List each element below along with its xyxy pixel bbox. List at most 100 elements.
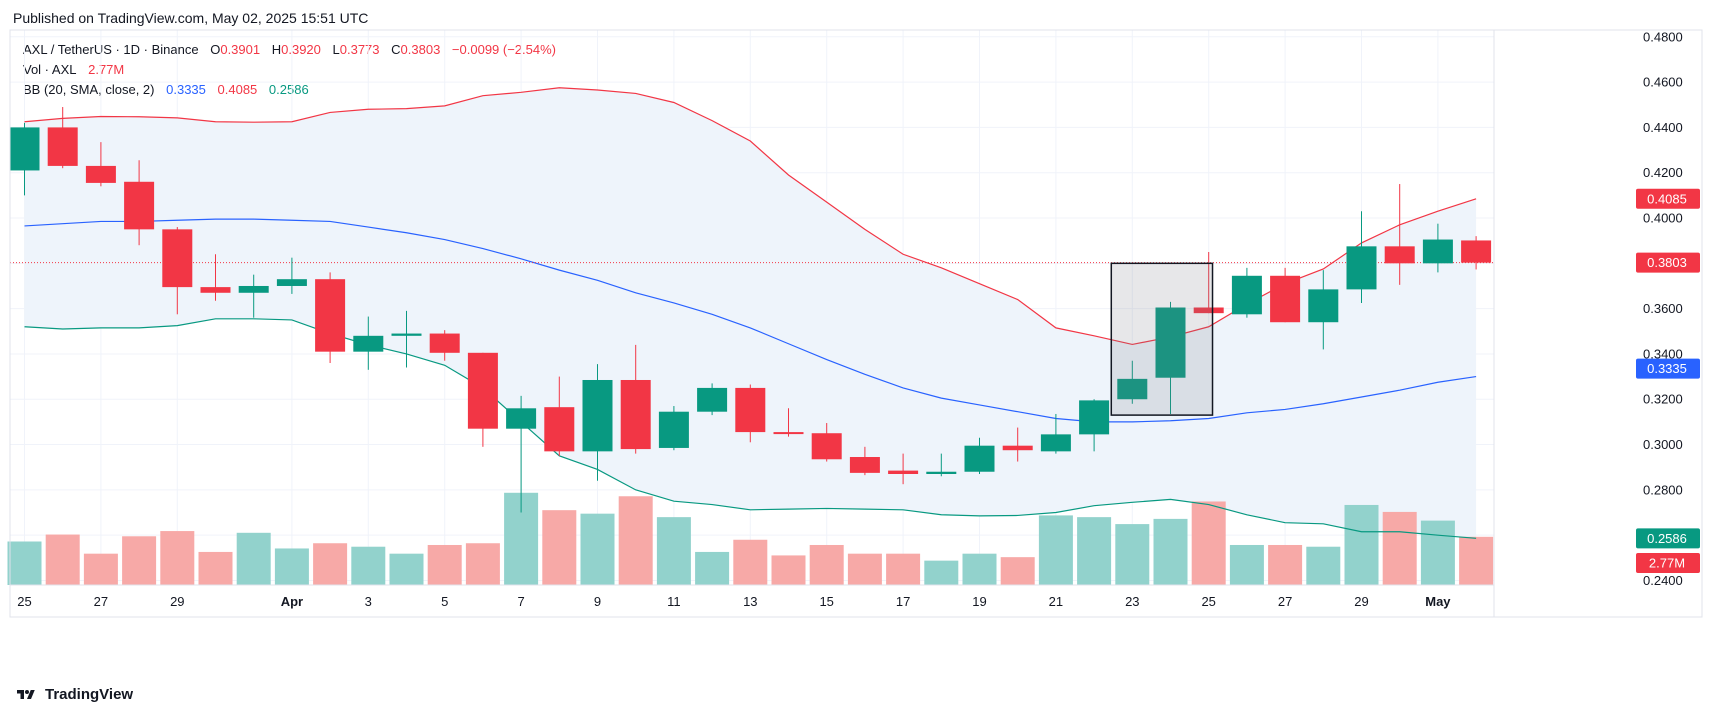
y-tick-label: 0.3200 <box>1643 392 1683 407</box>
volume-bar <box>1038 515 1073 585</box>
y-tick-label: 0.2400 <box>1643 573 1683 588</box>
candle-body <box>1308 289 1339 323</box>
tradingview-brand[interactable]: TradingView <box>13 686 133 703</box>
candle-body <box>391 333 422 336</box>
y-tick-label: 0.3000 <box>1643 437 1683 452</box>
volume-bar <box>1344 504 1379 585</box>
candle <box>162 227 193 315</box>
candle <box>353 316 384 370</box>
legend-volume-label[interactable]: Vol · AXL <box>23 62 77 77</box>
bb-basis-price-label: 0.3335 <box>1647 361 1687 376</box>
candle-body <box>1346 246 1377 290</box>
x-tick-label: 29 <box>1354 594 1368 609</box>
close-price-label: 0.3803 <box>1647 255 1687 270</box>
bb-basis-price-label-bg <box>1636 358 1700 379</box>
candle-body <box>658 411 689 448</box>
x-tick-label: 9 <box>594 594 601 609</box>
y-tick-label: 0.4600 <box>1643 75 1683 90</box>
x-tick-label: 29 <box>170 594 184 609</box>
volume-bar <box>1268 544 1303 585</box>
candle-body <box>735 387 766 433</box>
volume-bar <box>160 531 195 585</box>
candle-body <box>276 279 307 286</box>
candle-body <box>9 127 40 171</box>
volume-bar <box>580 513 615 585</box>
volume-bar <box>962 553 997 585</box>
bb-basis-line <box>24 218 1477 423</box>
y-tick-label: 0.3600 <box>1643 301 1683 316</box>
candle <box>467 352 498 447</box>
candle <box>200 254 231 301</box>
volume-price-label: 2.77M <box>1649 556 1685 571</box>
volume-bar <box>427 544 462 585</box>
candle-body <box>849 457 880 473</box>
candle-body <box>1461 240 1492 263</box>
candle-body <box>773 432 804 435</box>
candle <box>1384 184 1415 285</box>
candle-body <box>1270 275 1301 323</box>
legend-low-label: L <box>332 42 340 57</box>
candle <box>391 310 422 368</box>
candle-body <box>85 165 116 183</box>
volume-bar <box>1000 557 1035 585</box>
candle-body <box>506 408 537 429</box>
legend-bb-label[interactable]: BB (20, SMA, close, 2) <box>23 82 155 97</box>
x-tick-label: 25 <box>1201 594 1215 609</box>
candle <box>1308 270 1339 350</box>
highlight-rectangle[interactable] <box>1110 262 1214 416</box>
legend-bb-lower: 0.2586 <box>268 82 309 97</box>
x-tick-label: 25 <box>17 594 31 609</box>
brand-label: TradingView <box>45 686 134 703</box>
bb-lower-line <box>24 318 1477 539</box>
legend-high: 0.3920 <box>281 42 321 57</box>
volume-bar <box>733 539 768 585</box>
candle <box>1040 413 1071 454</box>
volume-bar <box>45 534 80 585</box>
legend-high-label: H <box>271 42 282 57</box>
bb-upper-price-label: 0.4085 <box>1647 191 1687 206</box>
legend-close: 0.3803 <box>400 42 441 57</box>
candle <box>697 383 728 416</box>
legend-symbol[interactable]: AXL / TetherUS · 1D · Binance <box>23 42 199 57</box>
legend-volume: 2.77M <box>88 62 125 77</box>
volume-bar <box>83 553 118 585</box>
legend-low: 0.3773 <box>339 42 380 57</box>
x-tick-label: Apr <box>281 594 303 609</box>
candle-body <box>1002 445 1033 451</box>
candle-body <box>1040 434 1071 452</box>
candle <box>9 122 40 196</box>
x-tick-label: 3 <box>365 594 372 609</box>
legend-open-label: O <box>210 42 221 57</box>
band-fill-area <box>24 87 1477 539</box>
candle <box>1117 360 1148 404</box>
legend-open: 0.3901 <box>220 42 261 57</box>
candle <box>85 142 116 187</box>
candle-body <box>1193 307 1224 314</box>
volume-bar <box>1115 524 1150 585</box>
candle-body <box>162 229 193 288</box>
candle <box>1155 301 1186 414</box>
candles[interactable] <box>9 107 1492 513</box>
published-caption: Published on TradingView.com, May 02, 20… <box>13 10 369 26</box>
volume-bar <box>1153 518 1188 585</box>
volume-bars <box>7 492 1494 585</box>
candle <box>658 406 689 451</box>
candle <box>47 107 78 169</box>
candle <box>544 376 575 456</box>
x-tick-label: 19 <box>972 594 986 609</box>
volume-bar <box>695 551 730 585</box>
candle <box>1346 211 1377 303</box>
volume-bar <box>809 544 844 585</box>
x-tick-label: 17 <box>896 594 910 609</box>
legend-ohlc-row: AXL / TetherUS · 1D · Binance O0.3901 H0… <box>23 42 556 58</box>
candle <box>1193 252 1224 314</box>
volume-bar <box>771 555 806 585</box>
volume-bar <box>351 546 386 585</box>
candle <box>773 408 804 437</box>
candle-body <box>315 279 346 352</box>
candle <box>849 446 880 476</box>
candle <box>506 395 537 513</box>
volume-bar <box>1077 517 1112 585</box>
x-tick-label: 11 <box>667 594 681 609</box>
